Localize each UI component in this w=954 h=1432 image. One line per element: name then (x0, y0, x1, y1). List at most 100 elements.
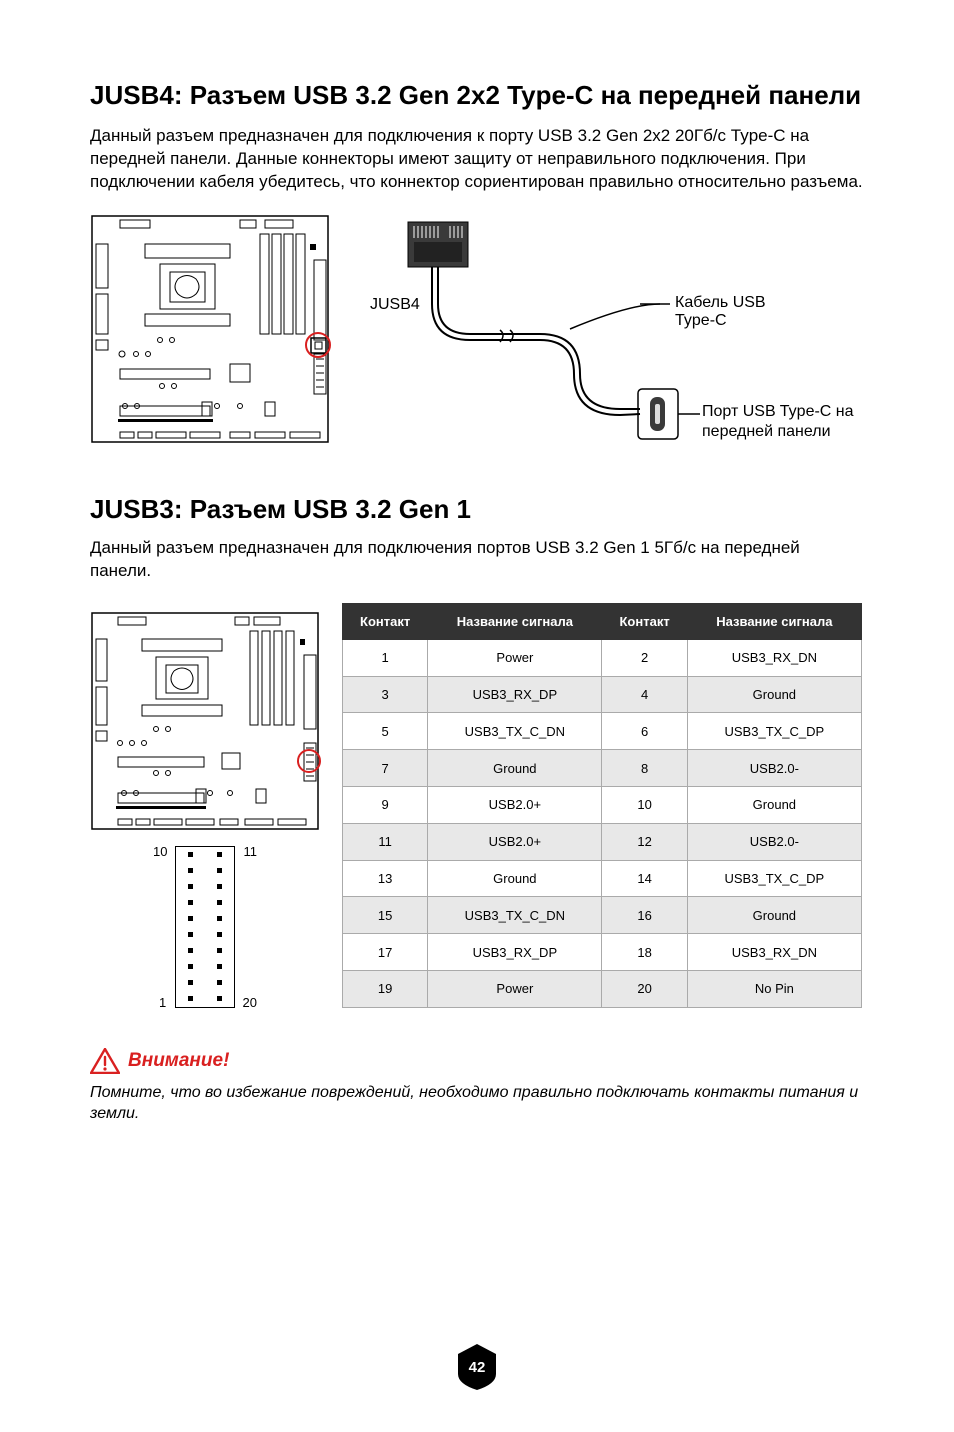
table-cell: 9 (343, 787, 428, 824)
table-cell: 18 (602, 934, 687, 971)
table-cell: 16 (602, 897, 687, 934)
table-cell: 4 (602, 676, 687, 713)
pin-cell (205, 991, 234, 1007)
table-cell: 10 (602, 787, 687, 824)
motherboard-diagram (90, 214, 330, 446)
pin-cell (176, 959, 205, 975)
pin-cell (176, 879, 205, 895)
table-cell: 20 (602, 971, 687, 1008)
pin-cell (176, 975, 205, 991)
pin-cell (205, 943, 234, 959)
table-row: 13Ground14USB3_TX_C_DP (343, 860, 862, 897)
jusb3-heading: JUSB3: Разъем USB 3.2 Gen 1 (90, 494, 864, 525)
table-cell: 8 (602, 750, 687, 787)
pin-cell (205, 975, 234, 991)
table-cell: 7 (343, 750, 428, 787)
table-cell: 11 (343, 823, 428, 860)
table-row: 17USB3_RX_DP18USB3_RX_DN (343, 934, 862, 971)
jusb3-section: 10 11 1 20 КонтактНазвание сигналаКонтак… (90, 603, 864, 1008)
table-cell: 17 (343, 934, 428, 971)
table-row: 5USB3_TX_C_DN6USB3_TX_C_DP (343, 713, 862, 750)
table-row: 9USB2.0+10Ground (343, 787, 862, 824)
pin-cell (176, 863, 205, 879)
table-cell: USB2.0+ (428, 823, 602, 860)
table-cell: USB3_RX_DP (428, 676, 602, 713)
pin-cell (176, 911, 205, 927)
table-header: Контакт (602, 603, 687, 639)
cable-label: Кабель USB Type-C (675, 294, 800, 330)
table-cell: Ground (687, 676, 861, 713)
pin-diagram-col: 10 11 1 20 (90, 611, 320, 1008)
table-cell: USB3_RX_DN (687, 639, 861, 676)
pin-cell (176, 991, 205, 1007)
table-row: 7Ground8USB2.0- (343, 750, 862, 787)
table-cell: USB3_RX_DN (687, 934, 861, 971)
pin-label-tl: 10 (153, 844, 167, 859)
table-header: Контакт (343, 603, 428, 639)
pin-label-bl: 1 (159, 995, 166, 1010)
pin-cell (205, 863, 234, 879)
pin-label-br: 20 (243, 995, 257, 1010)
table-cell: USB2.0- (687, 823, 861, 860)
attention-block: Внимание! Помните, что во избежание повр… (90, 1048, 864, 1125)
table-cell: Ground (428, 860, 602, 897)
port-label: Порт USB Type-C на передней панели (702, 402, 862, 442)
jusb3-body: Данный разъем предназначен для подключен… (90, 537, 864, 583)
pinout-table: КонтактНазвание сигналаКонтактНазвание с… (342, 603, 862, 1008)
pin-block: 10 11 1 20 (175, 846, 235, 1008)
table-cell: Ground (687, 897, 861, 934)
table-header: Название сигнала (428, 603, 602, 639)
jusb4-highlight (305, 332, 331, 358)
attention-title: Внимание! (128, 1050, 229, 1072)
table-cell: 6 (602, 713, 687, 750)
pin-cell (205, 959, 234, 975)
attention-body: Помните, что во избежание повреждений, н… (90, 1082, 864, 1125)
pin-cell (176, 927, 205, 943)
table-cell: 15 (343, 897, 428, 934)
cable-diagram: JUSB4 Кабель USB Type-C Порт USB Type-C … (350, 214, 800, 464)
svg-text:42: 42 (469, 1359, 486, 1376)
table-row: 15USB3_TX_C_DN16Ground (343, 897, 862, 934)
table-cell: Power (428, 971, 602, 1008)
table-cell: 12 (602, 823, 687, 860)
table-cell: 3 (343, 676, 428, 713)
pin-cell (205, 911, 234, 927)
jusb3-highlight (297, 749, 321, 773)
table-cell: 19 (343, 971, 428, 1008)
table-cell: Ground (687, 787, 861, 824)
pin-label-tr: 11 (244, 844, 258, 859)
table-cell: USB3_RX_DP (428, 934, 602, 971)
jusb4-label: JUSB4 (370, 296, 420, 314)
page-number-badge: 42 (454, 1342, 500, 1392)
jusb4-body: Данный разъем предназначен для подключен… (90, 125, 864, 194)
jusb4-diagram-row: JUSB4 Кабель USB Type-C Порт USB Type-C … (90, 214, 864, 464)
table-cell: 2 (602, 639, 687, 676)
warning-icon (90, 1048, 120, 1074)
table-row: 1Power2USB3_RX_DN (343, 639, 862, 676)
table-cell: 13 (343, 860, 428, 897)
pin-cell (205, 927, 234, 943)
table-cell: USB3_TX_C_DP (687, 713, 861, 750)
pin-cell (176, 943, 205, 959)
table-cell: USB2.0- (687, 750, 861, 787)
table-cell: USB3_TX_C_DP (687, 860, 861, 897)
pin-cell (176, 847, 205, 863)
table-cell: USB3_TX_C_DN (428, 713, 602, 750)
table-cell: No Pin (687, 971, 861, 1008)
table-row: 3USB3_RX_DP4Ground (343, 676, 862, 713)
pin-cell (205, 847, 234, 863)
table-cell: 1 (343, 639, 428, 676)
pin-cell (205, 879, 234, 895)
table-cell: USB3_TX_C_DN (428, 897, 602, 934)
table-cell: USB2.0+ (428, 787, 602, 824)
jusb4-heading: JUSB4: Разъем USB 3.2 Gen 2x2 Type-C на … (90, 80, 864, 111)
pin-cell (176, 895, 205, 911)
motherboard-diagram-small (90, 611, 320, 833)
table-header: Название сигнала (687, 603, 861, 639)
table-cell: 14 (602, 860, 687, 897)
table-cell: Ground (428, 750, 602, 787)
table-row: 19Power20No Pin (343, 971, 862, 1008)
table-row: 11USB2.0+12USB2.0- (343, 823, 862, 860)
table-cell: 5 (343, 713, 428, 750)
pin-cell (205, 895, 234, 911)
